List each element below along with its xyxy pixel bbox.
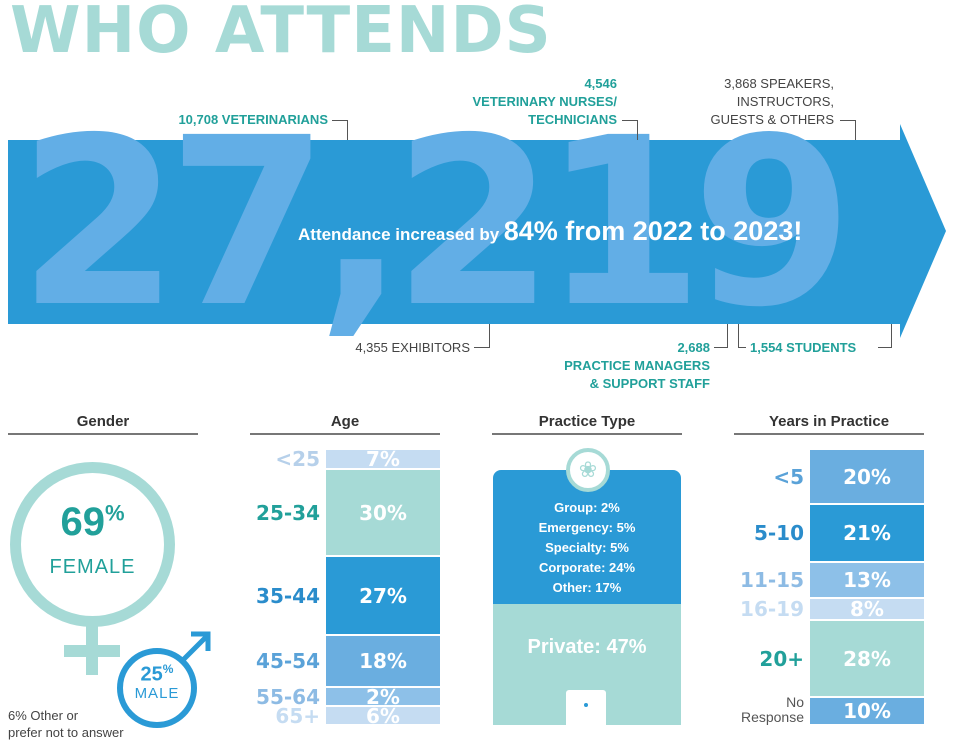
male-label: MALE [134,685,180,702]
paw-icon: ❀ [566,448,610,492]
door-knob [584,703,588,707]
callout-line [738,324,746,348]
attendance-tagline: Attendance increased by 84% from 2022 to… [298,216,802,247]
years-label: 20+ [759,646,804,671]
callout-nurses-line2: TECHNICIANS [528,112,617,127]
years-label: 16-19 [740,597,804,622]
callout-managers-line2: & SUPPORT STAFF [589,376,710,391]
years-bar: 20% [810,450,924,504]
tagline-small: Attendance increased by [298,225,500,244]
female-pct-sign: % [104,500,125,526]
practice-type-emergency: Emergency: 5% [538,520,636,535]
practice-type-group: Group: 2% [554,500,620,515]
gender-other-line2: prefer not to answer [8,725,124,740]
age-label: 45-54 [256,648,320,673]
callout-line [332,120,348,140]
years-label: 11-15 [740,568,804,593]
callout-speakers-line3: GUESTS & OTHERS [710,112,834,127]
age-label: 35-44 [256,583,320,608]
age-label: 25-34 [256,500,320,525]
callout-students: 1,554 STUDENTS [750,340,857,355]
gender-other-note: 6% Other or prefer not to answer [8,707,168,741]
age-bar: 2% [326,685,440,709]
female-pct-value: 69 [60,500,105,544]
years-bar: 28% [810,621,924,697]
age-label: 65+ [275,703,320,728]
male-pct-value: 25 [140,663,163,686]
page-title: WHO ATTENDS [10,0,552,68]
callout-line [714,324,728,348]
tagline-big: 84% from 2022 to 2023! [503,216,803,246]
female-percentage: 69% [20,500,165,545]
gender-other-line1: 6% Other or [8,708,79,723]
female-symbol-icon [10,462,175,627]
callout-managers-number: 2,688 [677,340,710,355]
callout-speakers-line2: INSTRUCTORS, [736,94,834,109]
callout-managers-line1: PRACTICE MANAGERS [564,358,710,373]
practice-type-heading: Practice Type [492,413,682,435]
age-bar: 6% [326,704,440,728]
years-label: <5 [773,464,804,489]
callout-line [840,120,856,140]
female-label: FEMALE [49,556,136,578]
age-heading: Age [250,413,440,435]
attendance-arrow [8,124,946,338]
male-pct-sign: % [162,662,174,676]
callout-nurses-line1: VETERINARY NURSES/ [472,94,617,109]
years-heading: Years in Practice [734,413,924,435]
gender-heading: Gender [8,413,198,435]
years-label-line: Response [740,708,804,725]
practice-type-private: Private: 47% [527,636,647,658]
male-symbol-icon [117,648,197,728]
callout-exhibitors: 4,355 EXHIBITORS [355,340,470,355]
female-symbol-crossbar [64,645,120,657]
callout-veterinarians: 10,708 VETERINARIANS [178,112,328,127]
practice-type-panel [493,470,681,604]
door-icon [566,690,606,725]
age-label: 55-64 [256,684,320,709]
years-label-line: No [786,693,804,710]
years-bar: 21% [810,505,924,562]
years-label: No Response [720,693,804,725]
practice-type-corporate: Corporate: 24% [538,560,636,575]
practice-type-specialty: Specialty: 5% [545,540,629,555]
age-bar: 7% [326,447,440,471]
years-bar: 13% [810,563,924,598]
age-label: <25 [275,447,320,472]
practice-type-other: Other: 17% [552,580,622,595]
total-attendance-number: 27,219 [18,88,853,358]
callout-line [474,324,490,348]
callout-speakers-line1: 3,868 SPEAKERS, [724,76,834,91]
years-bar: 10% [810,698,924,724]
male-percentage: 25% [117,662,197,687]
age-bar: 30% [326,470,440,556]
years-bar: 8% [810,597,924,621]
callout-nurses-number: 4,546 [584,76,617,91]
age-bar: 18% [326,635,440,687]
callout-line [878,324,892,348]
callout-line [622,120,638,140]
years-label: 5-10 [753,521,804,546]
age-bar: 27% [326,557,440,634]
